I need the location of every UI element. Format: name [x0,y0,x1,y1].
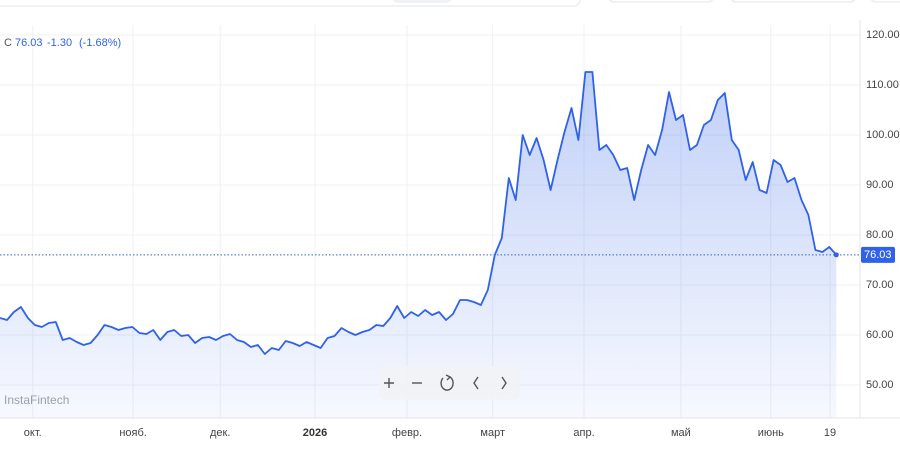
change-pct: (-1.68%) [79,37,121,49]
price-tag-label: 76.03 [864,249,892,261]
toolbar-button[interactable] [870,0,900,3]
search-box[interactable] [0,0,581,7]
zoom-controls [379,366,520,400]
watermark: InstaFintech [4,393,69,407]
y-tick-label: 80.00 [866,229,894,241]
x-tick-label: 2026 [303,427,327,439]
x-tick-label: май [671,427,691,439]
y-tick-label: 70.00 [866,279,894,291]
price-tag [861,246,895,263]
x-tick-label: дек. [210,427,230,439]
line [0,71,837,355]
reset-arrow[interactable] [445,374,452,381]
y-tick-label: 120.00 [866,29,900,41]
toolbar-button[interactable] [608,0,714,3]
toolbar-button[interactable] [730,0,856,3]
x-tick-label: окт. [24,427,42,439]
area [0,72,837,418]
y-tick-label: 90.00 [866,179,894,191]
scroll-left[interactable] [473,376,479,390]
x-tick-label: нояб. [119,427,147,439]
toolbar [0,0,900,7]
y-tick-label: 60.00 [866,329,894,341]
controls-panel [379,366,520,400]
y-tick-label: 100.00 [866,129,900,141]
toolbar-button[interactable] [392,0,452,3]
last-point [833,252,839,258]
y-tick-label: 110.00 [866,79,899,91]
x-tick-label: июнь [758,427,784,439]
zoom-in[interactable] [384,378,394,388]
x-tick-label: март [480,427,505,439]
x-tick-label: февр. [392,427,422,439]
x-tick-label: апр. [573,427,594,439]
change: -1.30 [47,37,72,49]
reset[interactable] [440,376,454,391]
price: 76.03 [15,37,43,49]
x-tick-label: 19 [824,427,836,439]
scroll-right[interactable] [501,376,507,390]
symbol: C [4,37,12,49]
y-tick-label: 50.00 [866,379,894,391]
